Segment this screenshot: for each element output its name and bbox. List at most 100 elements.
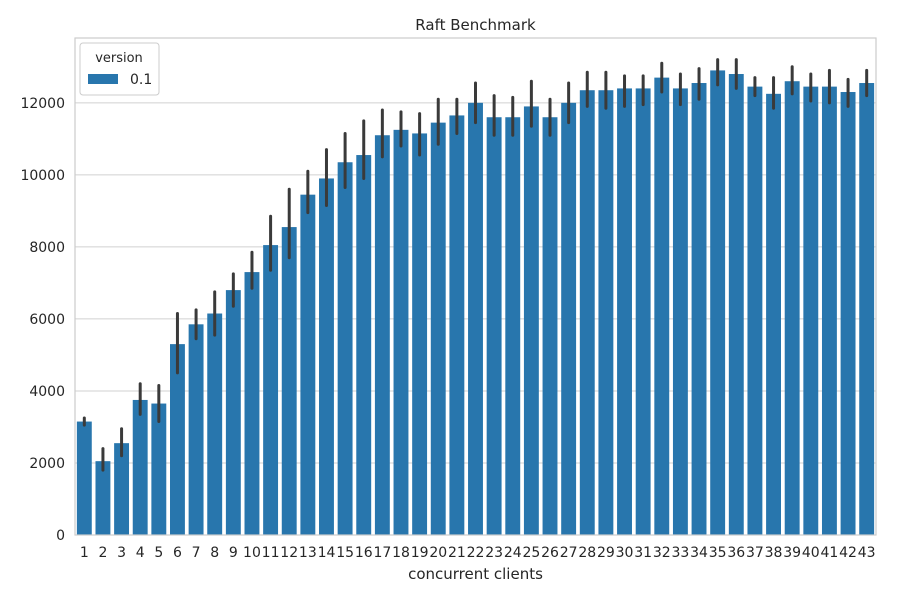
x-tick-label: 14 xyxy=(318,545,336,561)
bar xyxy=(691,83,707,535)
x-tick-label: 1 xyxy=(80,545,89,561)
bar xyxy=(505,117,521,536)
x-tick-label: 41 xyxy=(821,545,839,561)
bar xyxy=(821,86,837,535)
bar xyxy=(766,93,781,536)
legend-entry-label: 0.1 xyxy=(130,72,152,88)
bar xyxy=(728,74,744,535)
bar xyxy=(598,90,614,536)
x-tick-label: 20 xyxy=(429,545,447,561)
x-tick-label: 11 xyxy=(262,545,280,561)
chart-title: Raft Benchmark xyxy=(415,16,536,34)
bar xyxy=(412,133,428,535)
bar xyxy=(747,86,763,535)
bar xyxy=(188,324,204,535)
x-tick-label: 16 xyxy=(355,545,373,561)
bar xyxy=(672,88,688,535)
x-tick-label: 8 xyxy=(210,545,219,561)
x-tick-label: 38 xyxy=(765,545,783,561)
bar xyxy=(300,194,316,536)
x-tick-label: 30 xyxy=(616,545,634,561)
bar xyxy=(710,70,726,536)
bar xyxy=(859,83,875,535)
plot-frame xyxy=(74,37,877,536)
x-tick-label: 21 xyxy=(448,545,466,561)
y-tick-label: 8000 xyxy=(29,240,65,256)
bar xyxy=(207,313,223,535)
bar xyxy=(430,122,446,535)
bar xyxy=(523,106,539,535)
x-tick-label: 10 xyxy=(243,545,261,561)
x-tick-label: 13 xyxy=(299,545,317,561)
legend-title: version xyxy=(95,51,143,66)
x-axis-label: concurrent clients xyxy=(408,565,543,583)
y-tick-label: 2000 xyxy=(29,456,65,472)
bar xyxy=(356,155,372,535)
bar xyxy=(263,245,279,536)
x-tick-label: 31 xyxy=(634,545,652,561)
x-tick-label: 28 xyxy=(578,545,596,561)
bar xyxy=(95,461,111,535)
legend-swatch xyxy=(88,74,118,84)
x-tick-label: 4 xyxy=(136,545,145,561)
bar xyxy=(486,117,502,536)
x-tick-label: 37 xyxy=(746,545,764,561)
x-tick-label: 33 xyxy=(671,545,689,561)
x-tick-label: 19 xyxy=(411,545,429,561)
bar xyxy=(170,344,185,535)
y-tick-label: 6000 xyxy=(29,312,65,328)
bar xyxy=(132,399,148,535)
bar xyxy=(635,88,651,535)
bar xyxy=(393,129,409,535)
x-tick-label: 39 xyxy=(783,545,801,561)
bar xyxy=(840,92,856,536)
x-tick-label: 18 xyxy=(392,545,410,561)
y-tick-label: 4000 xyxy=(29,384,65,400)
x-tick-label: 3 xyxy=(117,545,126,561)
x-tick-label: 26 xyxy=(541,545,559,561)
legend: version 0.1 xyxy=(79,42,160,96)
y-tick-label: 10000 xyxy=(20,168,65,184)
bar xyxy=(468,102,483,536)
bar xyxy=(337,162,353,535)
x-tick-label: 2 xyxy=(98,545,107,561)
x-tick-label: 23 xyxy=(485,545,503,561)
x-tick-label: 9 xyxy=(229,545,238,561)
x-tick-label: 32 xyxy=(653,545,671,561)
bar xyxy=(579,90,595,536)
y-tick-label: 12000 xyxy=(20,96,65,112)
x-tick-label: 15 xyxy=(336,545,354,561)
x-tick-label: 35 xyxy=(709,545,727,561)
x-tick-label: 22 xyxy=(467,545,485,561)
bar xyxy=(803,86,819,535)
bar xyxy=(654,77,670,536)
y-tick-labels: 0 2000 4000 6000 8000 10000 12000 xyxy=(20,96,65,544)
bars xyxy=(76,70,875,536)
x-tick-label: 43 xyxy=(858,545,876,561)
x-tick-label: 17 xyxy=(373,545,391,561)
x-tick-label: 7 xyxy=(192,545,201,561)
x-tick-label: 29 xyxy=(597,545,615,561)
x-tick-label: 36 xyxy=(727,545,745,561)
x-tick-label: 24 xyxy=(504,545,522,561)
bar xyxy=(244,272,260,535)
x-tick-label: 6 xyxy=(173,545,182,561)
error-bars xyxy=(82,58,869,472)
bar xyxy=(449,115,465,536)
x-tick-label: 12 xyxy=(280,545,298,561)
y-tick-label: 0 xyxy=(56,528,65,544)
bar xyxy=(374,135,390,535)
x-tick-label: 34 xyxy=(690,545,708,561)
x-tick-label: 27 xyxy=(560,545,578,561)
x-tick-labels: 1 2 3 4 5 6 7 8 9 10 11 12 13 14 15 16 17 18 19 20 21 22 23 24 2… xyxy=(80,545,876,561)
bar xyxy=(561,102,577,536)
bar xyxy=(225,290,241,535)
x-tick-label: 25 xyxy=(522,545,540,561)
x-tick-label: 42 xyxy=(839,545,857,561)
x-tick-label: 5 xyxy=(154,545,163,561)
bar xyxy=(151,403,167,535)
x-tick-label: 40 xyxy=(802,545,820,561)
bar xyxy=(617,88,632,535)
